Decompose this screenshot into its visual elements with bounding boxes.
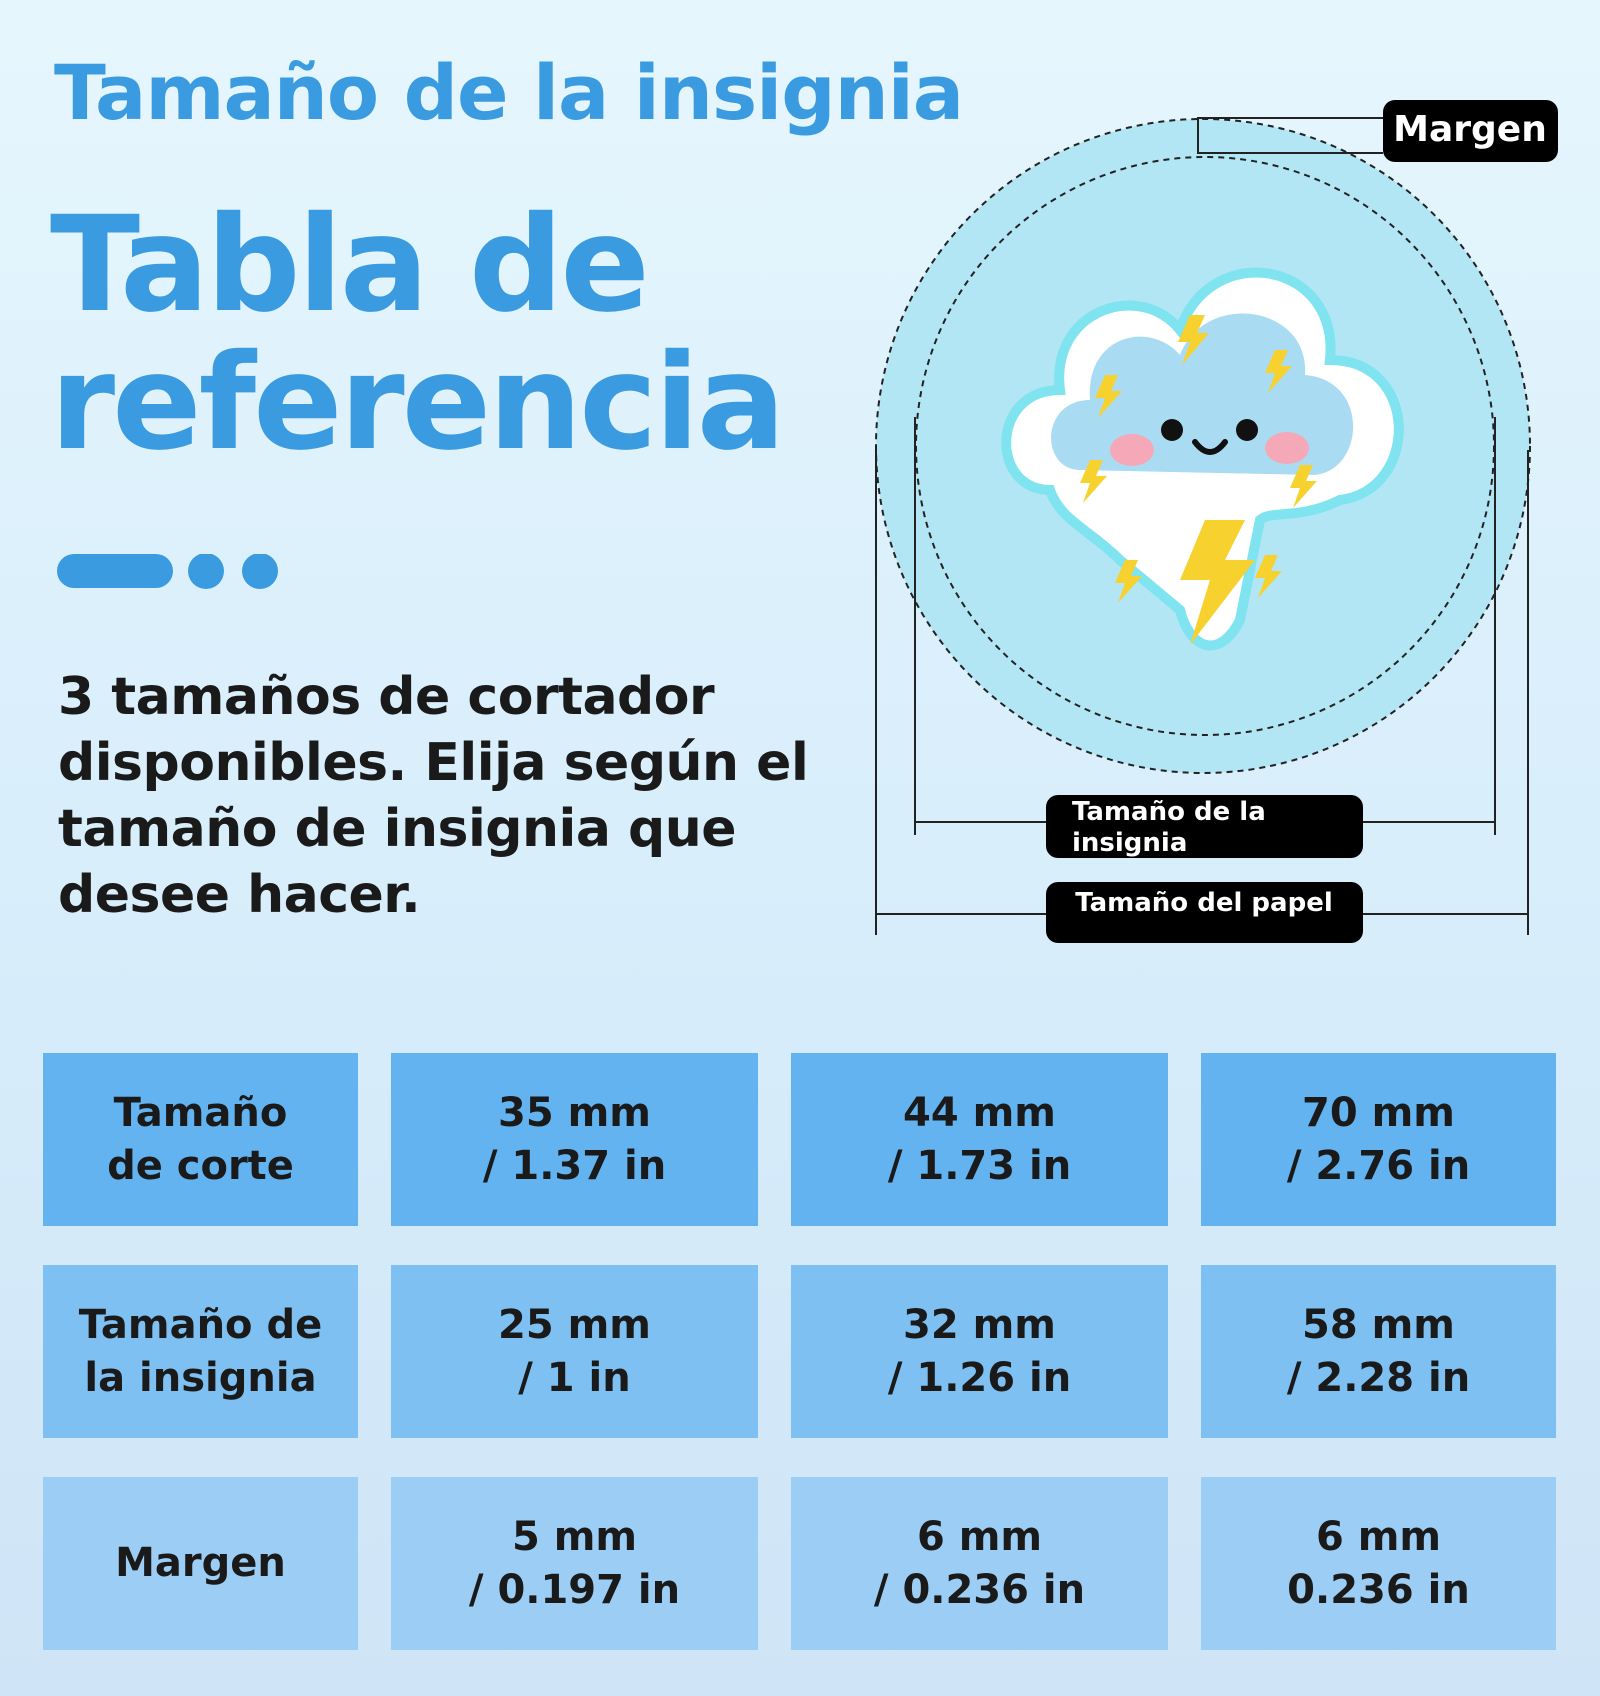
table-cell: 5 mm / 0.197 in: [391, 1477, 758, 1650]
cell-line: / 0.197 in: [468, 1566, 681, 1613]
description: 3 tamaños de cortador disponibles. Elija…: [58, 667, 809, 925]
cell-line: / 1.26 in: [887, 1354, 1072, 1401]
heading-line: Tabla de: [50, 188, 650, 342]
table-cell: 70 mm / 2.76 in: [1201, 1053, 1556, 1226]
heading-line: referencia: [50, 326, 786, 480]
table-row: Margen 5 mm / 0.197 in 6 mm / 0.236 in 6 mm 0.…: [43, 1477, 1556, 1650]
cell-line: Margen: [115, 1540, 286, 1586]
cell-line: 44 mm: [903, 1089, 1056, 1136]
table-cell: 25 mm / 1 in: [391, 1265, 758, 1438]
cell-line: 0.236 in: [1287, 1566, 1470, 1613]
table-cell: 32 mm / 1.26 in: [791, 1265, 1168, 1438]
badge-size-label: Tamaño de la insignia: [1072, 797, 1266, 857]
cell-line: 5 mm: [511, 1513, 638, 1560]
badge-diagram: Margen Tamaño de la insignia Tamaño del …: [875, 100, 1558, 943]
cell-line: / 0.236 in: [873, 1566, 1086, 1613]
cell-line: 70 mm: [1302, 1089, 1455, 1136]
cell-line: Tamaño de: [78, 1301, 323, 1348]
cell-line: Tamaño: [113, 1089, 288, 1136]
cell-line: 58 mm: [1302, 1301, 1455, 1348]
table-cell: 58 mm / 2.28 in: [1201, 1265, 1556, 1438]
cell-line: 32 mm: [903, 1301, 1056, 1348]
cell-line: 25 mm: [498, 1301, 651, 1348]
cell-line: de corte: [107, 1142, 294, 1189]
decor-dots: [57, 554, 278, 589]
cell-line: / 1.73 in: [887, 1142, 1072, 1189]
cell-line: 35 mm: [498, 1089, 651, 1136]
cell-line: / 2.76 in: [1286, 1142, 1471, 1189]
row-label: Tamaño de corte: [43, 1053, 358, 1226]
heading: Tabla de referencia: [50, 188, 786, 480]
cell-line: / 2.28 in: [1286, 1354, 1471, 1401]
table-row: Tamaño de la insignia 25 mm / 1 in 32 mm / 1.…: [43, 1265, 1556, 1438]
paper-size-label: Tamaño del papel: [1075, 888, 1333, 918]
row-label: Margen: [43, 1477, 358, 1650]
table-row: Tamaño de corte 35 mm / 1.37 in 44 mm / 1.73 …: [43, 1053, 1556, 1226]
cell-line: 6 mm: [916, 1513, 1043, 1560]
cell-line: 6 mm: [1315, 1513, 1442, 1560]
table-cell: 6 mm 0.236 in: [1201, 1477, 1556, 1650]
table-cell: 6 mm / 0.236 in: [791, 1477, 1168, 1650]
cell-line: / 1 in: [518, 1354, 631, 1401]
title: Tamaño de la insignia: [54, 48, 964, 137]
row-label: Tamaño de la insignia: [43, 1265, 358, 1438]
table-cell: 44 mm / 1.73 in: [791, 1053, 1168, 1226]
cell-line: la insignia: [84, 1354, 317, 1401]
cell-line: / 1.37 in: [482, 1142, 667, 1189]
table-cell: 35 mm / 1.37 in: [391, 1053, 758, 1226]
margin-label: Margen: [1393, 109, 1547, 150]
